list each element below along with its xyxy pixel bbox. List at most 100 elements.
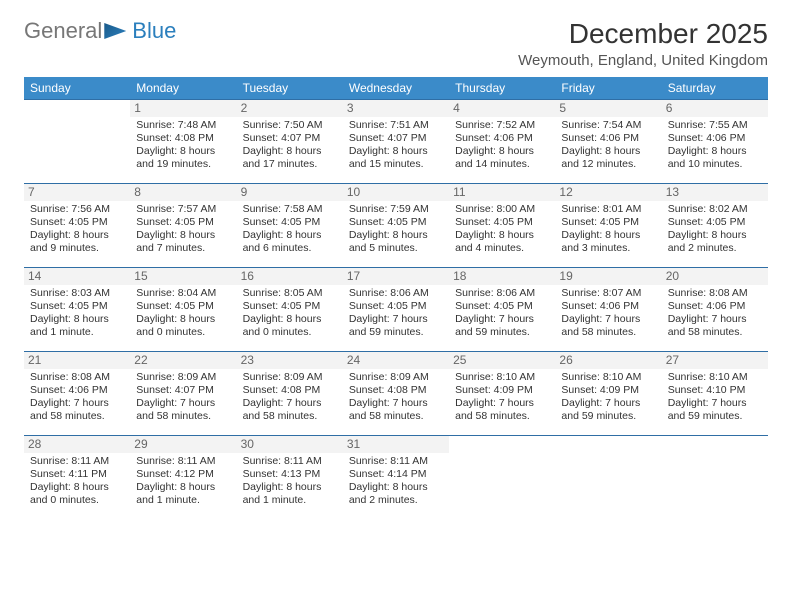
day-info: Sunrise: 7:48 AMSunset: 4:08 PMDaylight:… — [136, 119, 230, 172]
daylight-text: Daylight: 8 hours and 14 minutes. — [455, 145, 549, 171]
daylight-text: Daylight: 8 hours and 9 minutes. — [30, 229, 124, 255]
day-number: 17 — [343, 268, 449, 285]
sunrise-text: Sunrise: 7:56 AM — [30, 203, 124, 216]
sunset-text: Sunset: 4:05 PM — [561, 216, 655, 229]
day-number: 3 — [343, 100, 449, 117]
day-number: 14 — [24, 268, 130, 285]
daylight-text: Daylight: 8 hours and 0 minutes. — [136, 313, 230, 339]
day-number: 7 — [24, 184, 130, 201]
day-cell: 7 Sunrise: 7:56 AMSunset: 4:05 PMDaylight… — [24, 184, 130, 268]
sunset-text: Sunset: 4:07 PM — [349, 132, 443, 145]
day-cell: 11 Sunrise: 8:00 AMSunset: 4:05 PMDayligh… — [449, 184, 555, 268]
day-info: Sunrise: 7:59 AMSunset: 4:05 PMDaylight:… — [349, 203, 443, 256]
sunrise-text: Sunrise: 8:03 AM — [30, 287, 124, 300]
sunrise-text: Sunrise: 8:01 AM — [561, 203, 655, 216]
sunset-text: Sunset: 4:06 PM — [668, 132, 762, 145]
sunset-text: Sunset: 4:13 PM — [243, 468, 337, 481]
daylight-text: Daylight: 7 hours and 59 minutes. — [668, 397, 762, 423]
daylight-text: Daylight: 7 hours and 58 minutes. — [136, 397, 230, 423]
day-number: 29 — [130, 436, 236, 453]
day-cell: 24Sunrise: 8:09 AMSunset: 4:08 PMDayligh… — [343, 352, 449, 436]
table-row: 1Sunrise: 7:48 AMSunset: 4:08 PMDaylight… — [24, 100, 768, 184]
weekday-header: Monday — [130, 77, 236, 100]
day-info: Sunrise: 7:52 AMSunset: 4:06 PMDaylight:… — [455, 119, 549, 172]
sunrise-text: Sunrise: 8:10 AM — [561, 371, 655, 384]
sunrise-text: Sunrise: 8:02 AM — [668, 203, 762, 216]
day-info: Sunrise: 8:10 AMSunset: 4:09 PMDaylight:… — [561, 371, 655, 424]
sunset-text: Sunset: 4:06 PM — [561, 300, 655, 313]
day-info: Sunrise: 7:57 AMSunset: 4:05 PMDaylight:… — [136, 203, 230, 256]
sunrise-text: Sunrise: 7:57 AM — [136, 203, 230, 216]
day-info: Sunrise: 8:02 AMSunset: 4:05 PMDaylight:… — [668, 203, 762, 256]
sunset-text: Sunset: 4:12 PM — [136, 468, 230, 481]
day-cell: 25Sunrise: 8:10 AMSunset: 4:09 PMDayligh… — [449, 352, 555, 436]
sunset-text: Sunset: 4:05 PM — [30, 300, 124, 313]
sunrise-text: Sunrise: 7:51 AM — [349, 119, 443, 132]
sunset-text: Sunset: 4:05 PM — [30, 216, 124, 229]
day-info: Sunrise: 8:07 AMSunset: 4:06 PMDaylight:… — [561, 287, 655, 340]
sunrise-text: Sunrise: 8:11 AM — [243, 455, 337, 468]
sunrise-text: Sunrise: 8:09 AM — [136, 371, 230, 384]
sunset-text: Sunset: 4:05 PM — [349, 300, 443, 313]
sunrise-text: Sunrise: 8:09 AM — [349, 371, 443, 384]
day-cell: 10 Sunrise: 7:59 AMSunset: 4:05 PMDayligh… — [343, 184, 449, 268]
day-cell — [449, 436, 555, 520]
day-number: 28 — [24, 436, 130, 453]
daylight-text: Daylight: 8 hours and 1 minute. — [30, 313, 124, 339]
day-cell: 2Sunrise: 7:50 AMSunset: 4:07 PMDaylight… — [237, 100, 343, 184]
table-row: 21Sunrise: 8:08 AMSunset: 4:06 PMDayligh… — [24, 352, 768, 436]
day-info: Sunrise: 8:10 AMSunset: 4:10 PMDaylight:… — [668, 371, 762, 424]
daylight-text: Daylight: 7 hours and 59 minutes. — [349, 313, 443, 339]
sunset-text: Sunset: 4:11 PM — [30, 468, 124, 481]
sunset-text: Sunset: 4:06 PM — [455, 132, 549, 145]
sunset-text: Sunset: 4:07 PM — [243, 132, 337, 145]
daylight-text: Daylight: 7 hours and 58 minutes. — [243, 397, 337, 423]
day-cell: 28Sunrise: 8:11 AMSunset: 4:11 PMDayligh… — [24, 436, 130, 520]
daylight-text: Daylight: 7 hours and 58 minutes. — [30, 397, 124, 423]
day-number: 11 — [449, 184, 555, 201]
day-number: 26 — [555, 352, 661, 369]
day-info: Sunrise: 7:58 AMSunset: 4:05 PMDaylight:… — [243, 203, 337, 256]
day-number: 10 — [343, 184, 449, 201]
day-info: Sunrise: 7:51 AMSunset: 4:07 PMDaylight:… — [349, 119, 443, 172]
day-cell: 21Sunrise: 8:08 AMSunset: 4:06 PMDayligh… — [24, 352, 130, 436]
daylight-text: Daylight: 8 hours and 10 minutes. — [668, 145, 762, 171]
day-cell: 22Sunrise: 8:09 AMSunset: 4:07 PMDayligh… — [130, 352, 236, 436]
day-cell: 5Sunrise: 7:54 AMSunset: 4:06 PMDaylight… — [555, 100, 661, 184]
sunset-text: Sunset: 4:05 PM — [243, 300, 337, 313]
day-number: 13 — [662, 184, 768, 201]
day-number: 27 — [662, 352, 768, 369]
weekday-header: Friday — [555, 77, 661, 100]
day-cell: 9Sunrise: 7:58 AMSunset: 4:05 PMDaylight… — [237, 184, 343, 268]
title-block: December 2025 Weymouth, England, United … — [518, 18, 768, 69]
day-number: 5 — [555, 100, 661, 117]
day-cell: 15Sunrise: 8:04 AMSunset: 4:05 PMDayligh… — [130, 268, 236, 352]
sunset-text: Sunset: 4:09 PM — [561, 384, 655, 397]
day-cell: 4Sunrise: 7:52 AMSunset: 4:06 PMDaylight… — [449, 100, 555, 184]
day-number: 15 — [130, 268, 236, 285]
day-cell: 12Sunrise: 8:01 AMSunset: 4:05 PMDayligh… — [555, 184, 661, 268]
sunset-text: Sunset: 4:05 PM — [455, 300, 549, 313]
day-info: Sunrise: 8:11 AMSunset: 4:13 PMDaylight:… — [243, 455, 337, 508]
day-number: 8 — [130, 184, 236, 201]
header-row: General Blue December 2025 Weymouth, Eng… — [24, 18, 768, 69]
day-info: Sunrise: 8:00 AMSunset: 4:05 PMDaylight:… — [455, 203, 549, 256]
sunrise-text: Sunrise: 7:50 AM — [243, 119, 337, 132]
sunrise-text: Sunrise: 8:09 AM — [243, 371, 337, 384]
day-number: 16 — [237, 268, 343, 285]
daylight-text: Daylight: 7 hours and 59 minutes. — [561, 397, 655, 423]
sunrise-text: Sunrise: 8:10 AM — [668, 371, 762, 384]
sunrise-text: Sunrise: 8:06 AM — [349, 287, 443, 300]
day-cell: 8 Sunrise: 7:57 AMSunset: 4:05 PMDaylight… — [130, 184, 236, 268]
day-number: 31 — [343, 436, 449, 453]
day-cell: 3 Sunrise: 7:51 AMSunset: 4:07 PMDaylight… — [343, 100, 449, 184]
day-cell: 14 Sunrise: 8:03 AMSunset: 4:05 PMDayligh… — [24, 268, 130, 352]
day-cell: 17 Sunrise: 8:06 AMSunset: 4:05 PMDayligh… — [343, 268, 449, 352]
weekday-header: Tuesday — [237, 77, 343, 100]
sunset-text: Sunset: 4:07 PM — [136, 384, 230, 397]
day-number: 24 — [343, 352, 449, 369]
day-cell: 27 Sunrise: 8:10 AMSunset: 4:10 PMDayligh… — [662, 352, 768, 436]
daylight-text: Daylight: 7 hours and 58 minutes. — [455, 397, 549, 423]
day-info: Sunrise: 8:10 AMSunset: 4:09 PMDaylight:… — [455, 371, 549, 424]
sunset-text: Sunset: 4:06 PM — [30, 384, 124, 397]
